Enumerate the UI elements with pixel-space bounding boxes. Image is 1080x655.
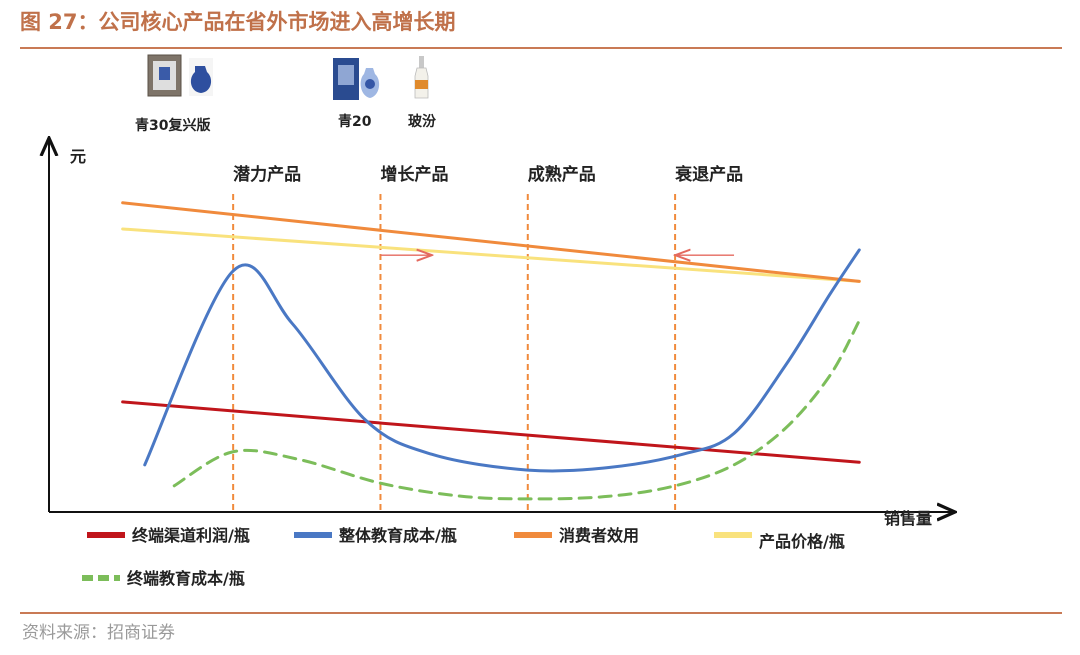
phase-label-3: 成熟产品	[528, 164, 596, 185]
product-name-qing30: 青30复兴版	[135, 117, 210, 134]
source-note: 资料来源：招商证券	[22, 623, 175, 643]
phase-label-2: 增长产品	[380, 164, 448, 185]
series-line-overall-education-cost	[143, 248, 861, 473]
phase-label-4: 衰退产品	[674, 164, 743, 185]
legend-label-terminal-education-cost: 终端教育成本/瓶	[127, 569, 245, 588]
title-divider	[20, 47, 1062, 49]
legend-label-channel-profit: 终端渠道利润/瓶	[132, 526, 250, 545]
legend-label-consumer-utility: 消费者效用	[559, 526, 639, 545]
footer-divider	[20, 612, 1062, 614]
series-line-product-price	[121, 227, 861, 283]
product-name-qing20: 青20	[338, 113, 372, 130]
x-axis-label: 销售量	[884, 509, 932, 528]
legend-label-overall-education-cost: 整体教育成本/瓶	[338, 526, 457, 545]
phase-label-1: 潜力产品	[233, 164, 301, 185]
product-image-qing20	[333, 58, 380, 100]
series-line-consumer-utility	[121, 201, 861, 283]
chart-canvas: 青30复兴版 青20 玻汾 元 销售量 潜力产品 增长产品 成熟产品 衰退产品 终端渠…	[0, 54, 1080, 588]
chart-title: 图 27：公司核心产品在省外市场进入高增长期	[20, 10, 456, 34]
y-axis-label: 元	[70, 147, 86, 166]
series-line-channel-profit	[121, 400, 861, 464]
product-image-qing30	[147, 54, 213, 97]
product-name-fenjiu: 玻汾	[408, 113, 436, 130]
series-line-terminal-education-cost	[172, 319, 861, 501]
product-image-fenjiu	[414, 56, 429, 99]
legend-label-product-price: 产品价格/瓶	[759, 532, 845, 551]
